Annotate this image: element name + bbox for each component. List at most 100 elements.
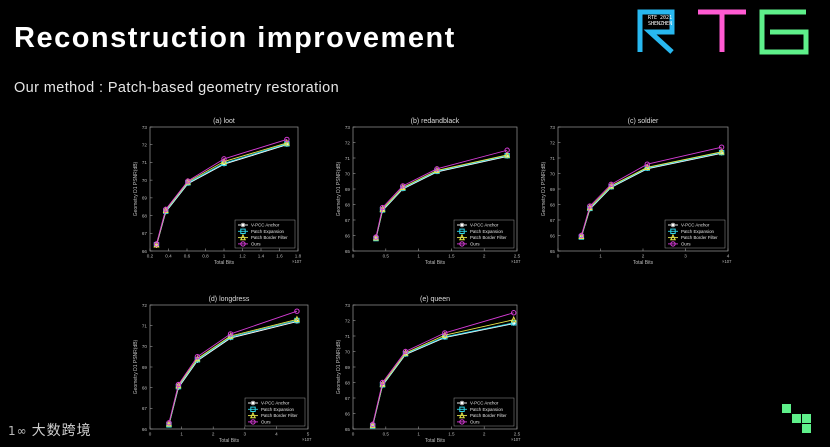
chart-4: (e) queen 65 66 67 68 69 70 71 72 73 0 0.5 1 1.5 2 2.5×… xyxy=(336,296,521,444)
x-tick-label: 2 xyxy=(212,432,215,437)
y-tick-label: 65 xyxy=(550,249,556,254)
watermark-mark: 1∞ xyxy=(8,424,28,438)
data-point xyxy=(294,308,300,314)
data-point xyxy=(165,419,172,427)
data-point xyxy=(184,177,191,185)
y-tick-label: 70 xyxy=(142,178,148,183)
x-exponent: ×107 xyxy=(292,259,302,264)
chart-title: (a) loot xyxy=(213,118,235,125)
y-tick-label: 69 xyxy=(550,187,556,192)
x-tick-label: 2 xyxy=(483,254,486,259)
data-point xyxy=(153,240,160,248)
y-tick-label: 73 xyxy=(345,125,351,130)
y-tick-label: 67 xyxy=(345,396,351,401)
legend-marker xyxy=(459,419,465,425)
legend-label: Patch Expansion xyxy=(251,229,285,234)
y-axis-label: Geometry D1 PSNR(dB) xyxy=(336,339,342,394)
x-tick-label: 0.6 xyxy=(184,254,191,259)
data-point xyxy=(504,147,510,153)
x-exponent: ×107 xyxy=(511,259,521,264)
legend-marker xyxy=(250,411,256,419)
legend-marker xyxy=(459,400,465,406)
legend-marker xyxy=(250,406,256,413)
y-tick-label: 72 xyxy=(345,140,351,145)
data-point xyxy=(645,166,650,172)
chart-title: (b) redandblack xyxy=(411,118,460,125)
legend-marker xyxy=(240,222,246,228)
y-tick-label: 67 xyxy=(550,218,556,223)
y-tick-label: 66 xyxy=(345,233,351,238)
y-tick-label: 70 xyxy=(345,171,351,176)
data-point xyxy=(719,151,724,156)
x-axis-label: Total Bits xyxy=(219,438,240,444)
series-line-3 xyxy=(168,310,298,423)
data-point xyxy=(403,352,408,357)
data-point xyxy=(284,136,290,143)
y-tick-label: 71 xyxy=(142,160,148,165)
x-axis-label: Total Bits xyxy=(425,438,446,444)
data-point xyxy=(379,379,386,386)
legend-label: Patch Border Filter xyxy=(251,235,288,240)
legend-marker xyxy=(459,406,465,413)
data-point xyxy=(434,166,440,172)
y-tick-label: 70 xyxy=(142,344,148,349)
y-tick-label: 65 xyxy=(345,427,351,432)
data-point xyxy=(442,330,448,336)
data-point xyxy=(175,381,182,388)
data-point xyxy=(434,169,440,175)
legend-marker xyxy=(250,419,256,425)
x-tick-label: 1 xyxy=(417,254,420,259)
y-tick-label: 71 xyxy=(345,334,351,339)
logo-letter-t xyxy=(698,9,746,52)
data-point xyxy=(185,178,191,184)
y-tick-label: 68 xyxy=(345,380,351,385)
x-tick-label: 0 xyxy=(352,432,355,437)
rte-logo xyxy=(637,9,809,55)
y-tick-label: 69 xyxy=(345,187,351,192)
data-point xyxy=(608,181,614,188)
slide-subtitle: Our method : Patch-based geometry restor… xyxy=(14,80,340,96)
legend-marker xyxy=(670,233,676,241)
data-point xyxy=(587,203,593,209)
data-point xyxy=(379,204,386,211)
legend-label: V-PCC Anchor xyxy=(470,223,499,228)
x-tick-label: 5 xyxy=(307,432,310,437)
y-tick-label: 73 xyxy=(550,125,556,130)
series-line-3 xyxy=(375,149,508,238)
y-tick-label: 68 xyxy=(345,202,351,207)
legend-label: Patch Expansion xyxy=(681,229,715,234)
y-tick-label: 66 xyxy=(550,233,556,238)
logo-badge-line1: RTE 2021 xyxy=(648,15,673,21)
data-point xyxy=(379,205,386,212)
chart-0: (a) loot 66 67 68 69 70 71 72 73 0.2 0.4 0.6 0.8 1 1.2… xyxy=(133,118,302,266)
legend-label: V-PCC Anchor xyxy=(251,223,280,228)
x-tick-label: 4 xyxy=(727,254,730,259)
x-tick-label: 0 xyxy=(352,254,355,259)
data-point xyxy=(504,150,511,158)
legend-marker xyxy=(670,241,676,247)
data-point xyxy=(221,156,227,162)
data-point xyxy=(162,206,169,213)
data-point xyxy=(283,139,290,146)
x-tick-label: 1 xyxy=(417,432,420,437)
x-tick-label: 2.5 xyxy=(514,432,521,437)
data-point xyxy=(718,144,725,150)
x-tick-label: 0 xyxy=(149,432,152,437)
x-tick-label: 0.8 xyxy=(202,254,209,259)
x-tick-label: 0.4 xyxy=(165,254,172,259)
legend-label: V-PCC Anchor xyxy=(261,401,290,406)
data-point xyxy=(175,381,182,389)
x-tick-label: 0.5 xyxy=(383,432,390,437)
data-point xyxy=(433,166,440,174)
data-point xyxy=(511,320,517,326)
y-tick-label: 65 xyxy=(345,249,351,254)
legend-label: Patch Border Filter xyxy=(681,235,718,240)
x-axis-label: Total Bits xyxy=(214,260,235,266)
chart-title: (d) longdress xyxy=(209,296,250,303)
legend-marker xyxy=(240,241,246,247)
data-point xyxy=(510,315,517,323)
x-tick-label: 0.5 xyxy=(383,254,390,259)
chart-title: (c) soldier xyxy=(628,118,659,125)
y-tick-label: 70 xyxy=(550,171,556,176)
data-point xyxy=(511,321,516,326)
